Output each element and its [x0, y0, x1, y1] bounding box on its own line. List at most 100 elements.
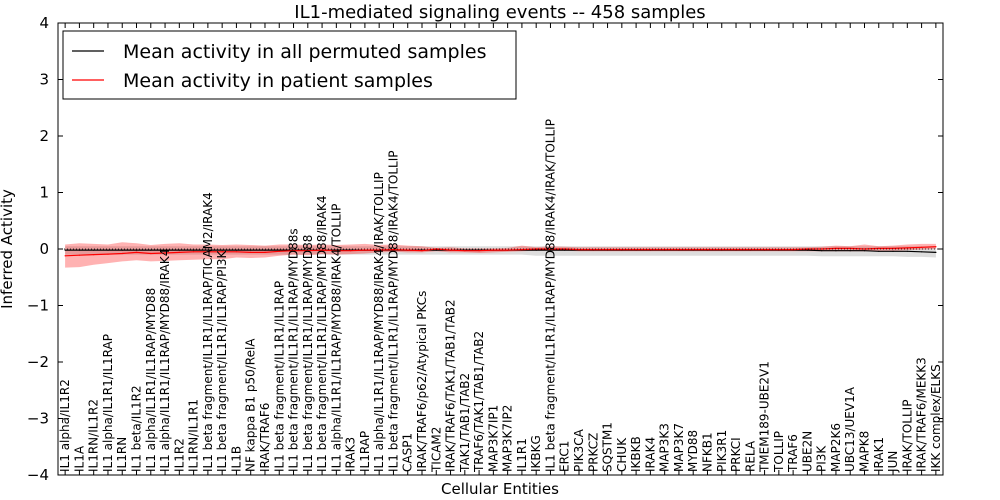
x-tick-label: TAK1/TAB1/TAB2 [458, 373, 472, 473]
data-point [164, 249, 166, 251]
x-tick-label: IL1RN/IL1R2 [87, 399, 101, 472]
x-tick-label: IL1 alpha/IL1R1/IL1RAP/MYD88 [144, 288, 158, 472]
x-tick-label: PI3K [815, 445, 829, 472]
data-point [549, 249, 552, 251]
data-point [821, 250, 823, 252]
chart-title: IL1-mediated signaling events -- 458 sam… [294, 2, 705, 23]
data-point [193, 249, 195, 251]
x-tick-label: IRAK4 [643, 437, 657, 472]
data-point [250, 249, 252, 251]
x-tick-label: TMEM189-UBE2V1 [758, 361, 772, 473]
y-axis: 4 3 2 1 0 −1 −2 −3 −4 [27, 14, 943, 484]
legend-label-patient: Mean activity in patient samples [123, 70, 433, 92]
data-point [492, 249, 494, 251]
x-tick-label: IL1 beta fragment/IL1R1/IL1RAP/TICAM2/IR… [201, 192, 215, 472]
data-point [221, 251, 223, 253]
data-point [178, 249, 180, 251]
data-point [64, 249, 66, 251]
x-tick-label: NF kappa B1 p50/RelA [244, 338, 258, 472]
x-tick-label: IRAK/TRAF6/p62/Atypical PKCs [415, 291, 429, 472]
x-tick-label: IL1RAP [358, 431, 372, 472]
x-tick-label: IL1 beta fragment/IL1R1/IL1RAP [272, 281, 286, 472]
y-tick-label: 2 [39, 127, 49, 145]
x-tick-label: MAPK8 [858, 431, 872, 472]
data-point [278, 250, 280, 252]
x-tick-label: PIK3R1 [715, 430, 729, 472]
y-tick-label: −3 [27, 410, 49, 428]
x-tick-label: IL1 beta/IL1R2 [130, 385, 144, 472]
x-tick-label: TRAF6 [786, 434, 800, 473]
data-point [378, 249, 380, 251]
data-point [207, 249, 209, 251]
x-axis: IL1 alpha/IL1R2 IL1A IL1RN/IL1R2 IL1 alpha/… [58, 23, 943, 475]
data-point [250, 251, 252, 253]
x-tick-label: IL1 alpha/IL1R1/IL1RAP/MYD88/IRAK4/TOLLI… [329, 204, 343, 472]
data-point [135, 251, 138, 253]
x-tick-label: IL1R1 [515, 438, 529, 472]
data-point [535, 249, 537, 251]
x-tick-label: CASP1 [401, 433, 415, 472]
data-point [264, 251, 266, 253]
x-tick-label: IL1 alpha/IL1R1/IL1RAP [101, 334, 115, 472]
data-point [892, 250, 894, 252]
data-point [278, 249, 280, 251]
x-tick-label: IL1R2 [172, 438, 186, 472]
data-point [578, 249, 580, 251]
series-lines [58, 246, 943, 257]
data-point [392, 249, 394, 251]
data-point [292, 250, 295, 252]
x-tick-label: CHUK [615, 437, 629, 472]
data-point [921, 251, 923, 253]
data-point [93, 249, 95, 251]
x-tick-label: IL1 beta fragment/IL1R1/IL1RAP/PI3K [215, 249, 229, 472]
x-tick-label: TICAM2 [429, 427, 443, 473]
data-point [350, 250, 352, 252]
data-point [806, 248, 809, 250]
x-axis-label: Cellular Entities [441, 480, 559, 498]
data-point [193, 251, 195, 253]
data-point [692, 249, 694, 251]
legend-box [62, 30, 517, 100]
data-point [107, 253, 109, 255]
x-tick-label: IL1 alpha/IL1R2 [58, 379, 72, 472]
x-tick-label: IKK complex/ELKS [929, 364, 943, 472]
data-point [64, 255, 66, 257]
x-tick-label: MYD88 [686, 430, 700, 472]
data-point [93, 254, 95, 256]
x-tick-label: MAP3K7IP1 [486, 405, 500, 472]
x-tick-label: TOLLIP [772, 431, 786, 473]
x-tick-label: MAP3K7IP2 [501, 405, 515, 472]
data-point [78, 249, 80, 251]
x-tick-label: IL1 beta fragment/IL1R1/IL1RAP/MYD88 [301, 235, 315, 472]
data-point [878, 247, 880, 249]
x-tick-label: IRAK/TRAF6/TAK1/TAB1/TAB2 [444, 299, 458, 472]
x-tick-label: IL1 beta fragment/IL1R1/IL1RAP/MYD88/IRA… [315, 196, 329, 473]
x-tick-label: UBE2N [800, 431, 814, 472]
x-tick-label: IL1RN/IL1R1 [187, 399, 201, 472]
x-tick-label: MAP3K3 [658, 423, 672, 472]
x-tick-label: IL1B [229, 446, 243, 472]
data-point [464, 250, 466, 252]
data-point [135, 249, 138, 251]
data-point [121, 252, 123, 255]
data-point [878, 250, 880, 252]
y-tick-label: 3 [39, 71, 49, 89]
data-point [521, 249, 523, 251]
x-tick-label: ERC1 [558, 441, 572, 472]
x-tick-label: RELA [743, 440, 757, 472]
data-point [78, 254, 80, 256]
data-point [906, 250, 908, 252]
data-point [507, 249, 509, 251]
data-point [364, 249, 366, 251]
x-tick-label: IRAK/TOLLIP [900, 400, 914, 472]
data-point [764, 249, 766, 251]
y-tick-label: 0 [39, 240, 49, 258]
x-tick-label: UBC13/UEV1A [843, 386, 857, 472]
data-point [564, 249, 566, 251]
data-point [435, 249, 437, 251]
y-tick-label: −4 [27, 466, 49, 484]
x-tick-label: MAP3K7 [672, 423, 686, 472]
x-tick-label: PIK3CA [572, 428, 586, 472]
x-tick-label: IL1 alpha/IL1R1/IL1RAP/MYD88/IRAK4/IRAK/… [372, 172, 386, 472]
